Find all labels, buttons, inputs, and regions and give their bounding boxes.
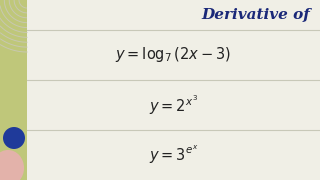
Text: $y = \log_7(2x - 3)$: $y = \log_7(2x - 3)$ bbox=[116, 46, 232, 64]
Bar bbox=[27, 0, 320, 30]
Text: Derivative of: Derivative of bbox=[201, 8, 310, 22]
Circle shape bbox=[3, 127, 25, 149]
Ellipse shape bbox=[0, 150, 24, 180]
Text: $y = 2^{x^3}$: $y = 2^{x^3}$ bbox=[149, 93, 198, 117]
Text: $y = 3^{e^x}$: $y = 3^{e^x}$ bbox=[149, 144, 198, 166]
